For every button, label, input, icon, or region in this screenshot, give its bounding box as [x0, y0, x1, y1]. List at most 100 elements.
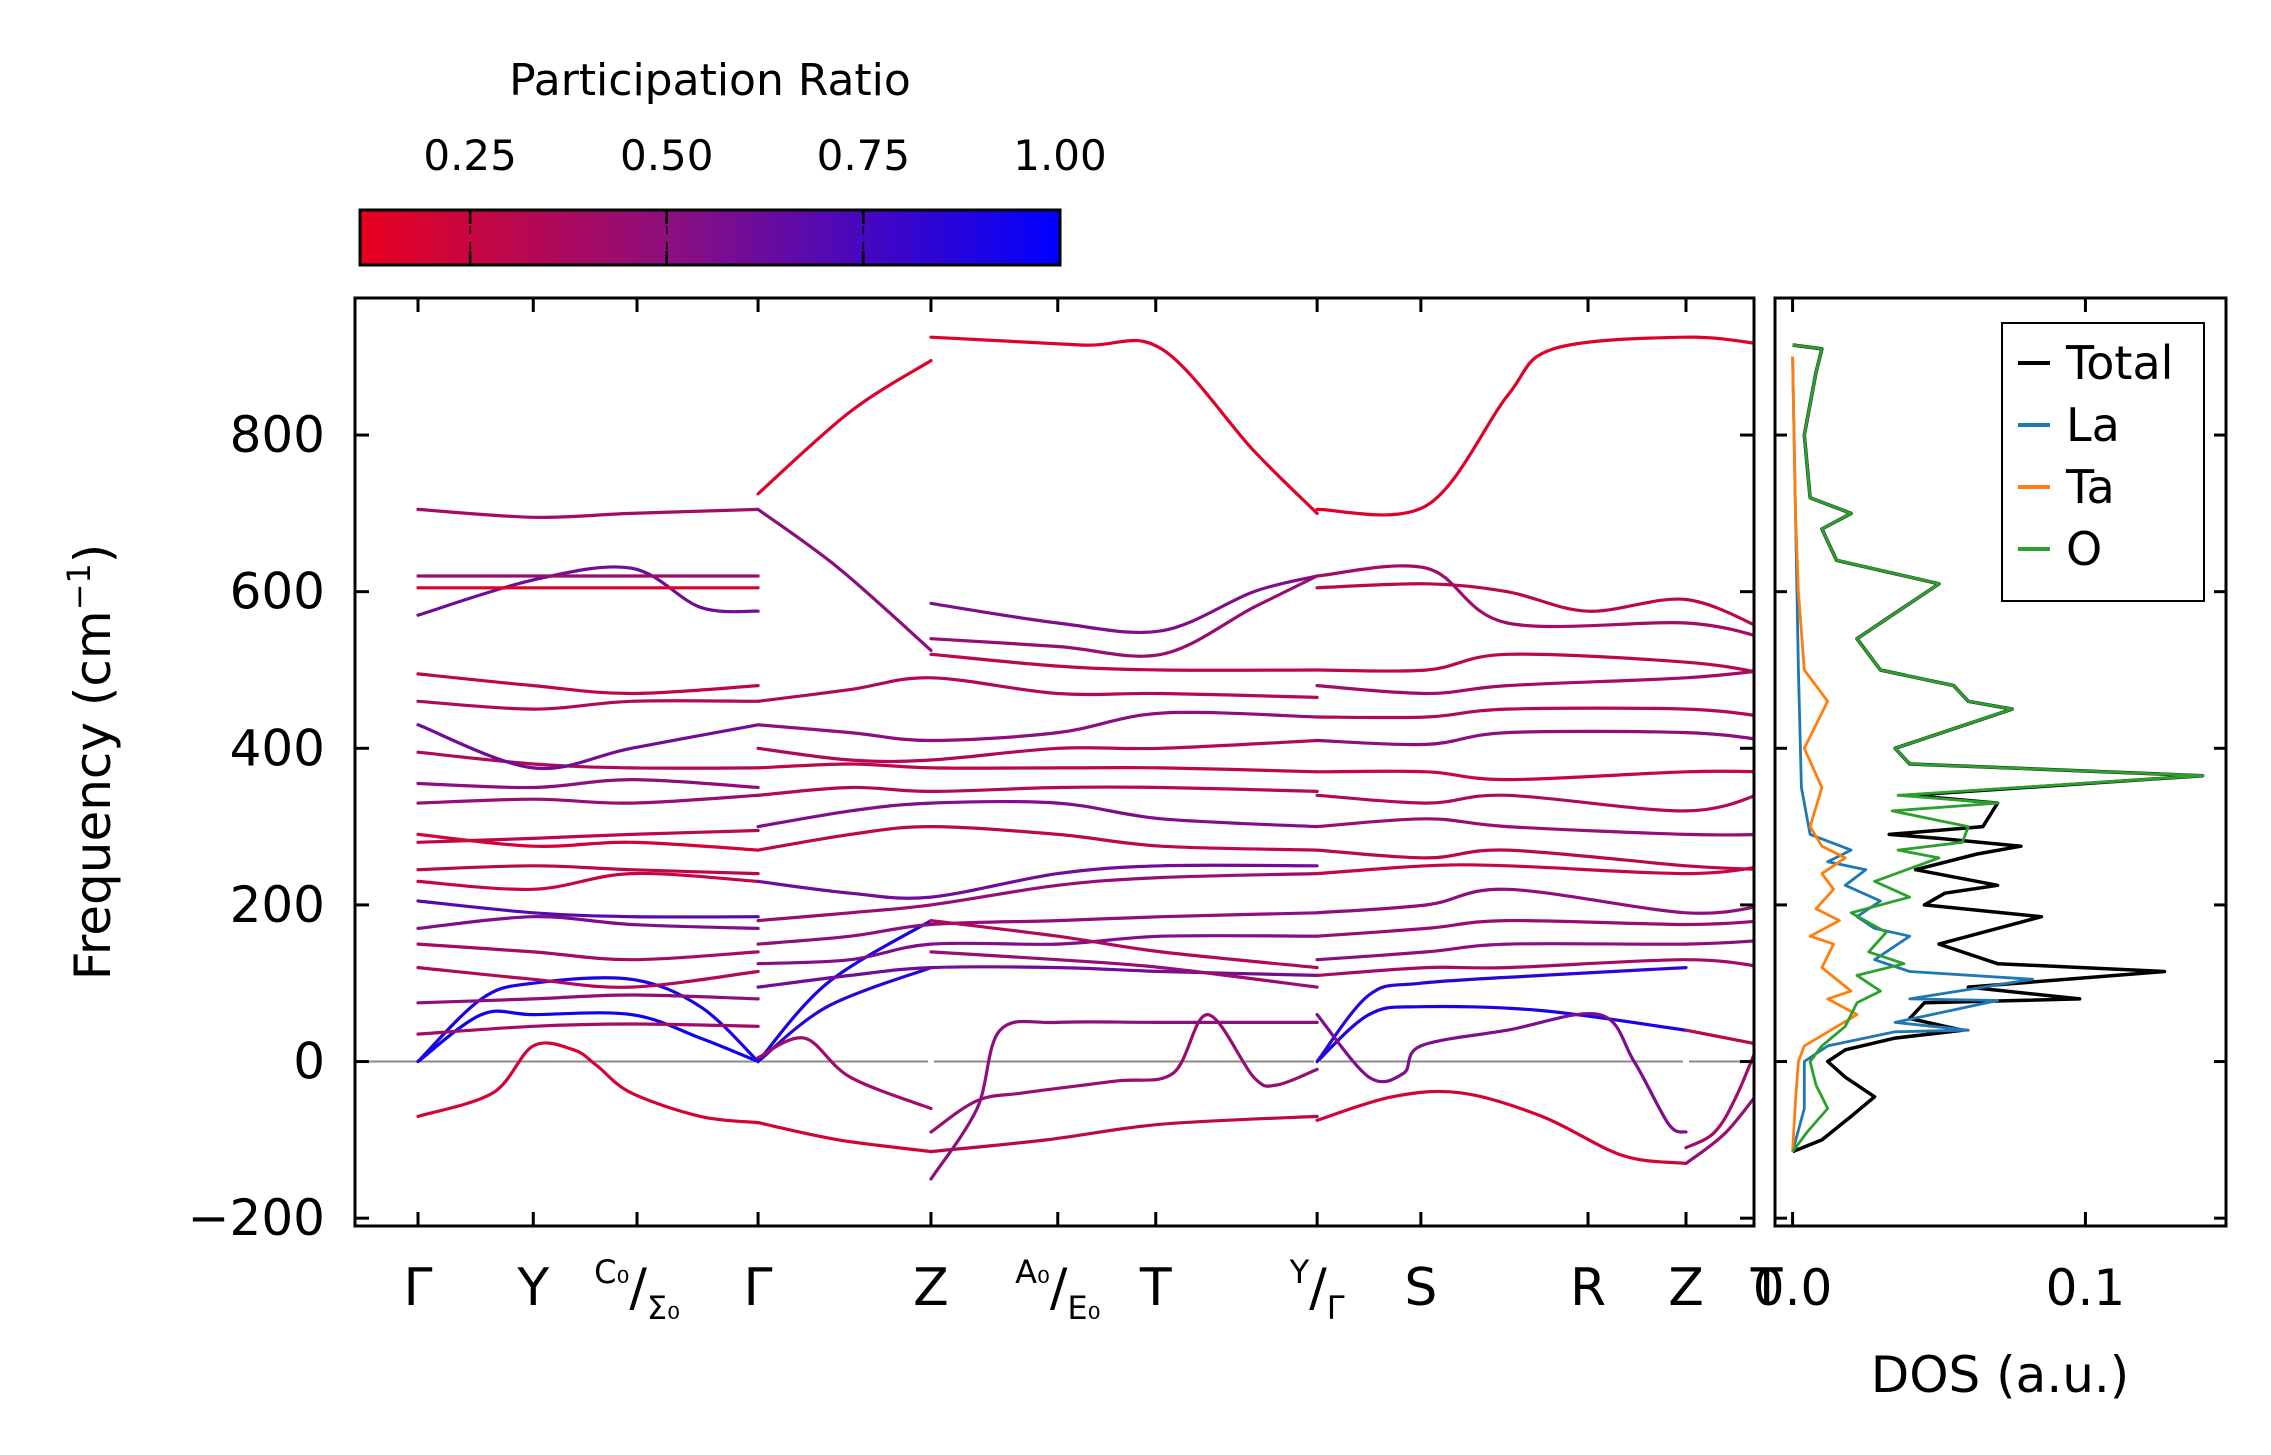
- phonon-band: [756, 799, 1319, 829]
- y-tick-label: 0: [293, 1033, 325, 1091]
- kpoint-label-slash: /: [629, 1258, 647, 1318]
- y-axis-label: Frequency (cm−1): [60, 544, 122, 981]
- phonon-band: [416, 1022, 760, 1036]
- phonon-band: [1315, 564, 1754, 638]
- phonon-band: [416, 1009, 760, 1064]
- colorbar-tick-label: 1.00: [1013, 131, 1107, 180]
- kpoint-label: T: [1750, 1258, 1783, 1318]
- phonon-band: [756, 710, 1319, 743]
- y-axis-label-main: Frequency (cm: [64, 610, 122, 980]
- phonon-band: [756, 507, 933, 652]
- phonon-band: [756, 676, 1319, 703]
- kpoint-label: Z: [1668, 1258, 1704, 1318]
- dos-axes: 0.0 0.1: [1753, 298, 2226, 1317]
- kpoint-label-sub: E₀: [1067, 1289, 1100, 1327]
- dispersion-frame: [353, 296, 1756, 1228]
- dos-series-la: [1791, 356, 2035, 1152]
- kpoint-label-sup: C₀: [594, 1253, 629, 1291]
- phonon-band: [929, 950, 1319, 989]
- phonon-band: [1315, 817, 1754, 837]
- kpoint-label: Y: [516, 1258, 549, 1318]
- phonon-band: [1684, 1095, 1754, 1165]
- phonon-band: [1684, 1050, 1754, 1150]
- phonon-band: [929, 574, 1319, 634]
- legend-label-la: La: [2066, 398, 2120, 452]
- phonon-band: [756, 911, 1319, 946]
- phonon-band: [756, 934, 1319, 966]
- y-tick-label: 800: [230, 406, 325, 464]
- phonon-band: [416, 915, 760, 930]
- colorbar-title: Participation Ratio: [509, 55, 911, 106]
- kpoint-label-sub: Σ₀: [647, 1289, 680, 1327]
- phonon-band: [929, 1114, 1319, 1154]
- phonon-band: [929, 1012, 1319, 1134]
- phonon-band: [416, 793, 760, 805]
- phonon-band: [416, 993, 760, 1005]
- kpoint-label: T: [1139, 1258, 1172, 1318]
- dos-series-ta: [1791, 356, 1859, 1152]
- kpoint-label-slash: /: [1050, 1258, 1068, 1318]
- colorbar: Participation Ratio 0.25 0.50 0.75 1.00: [358, 55, 1107, 267]
- dos-panel: 0.0 0.1 DOS (a.u.) Total La Ta O: [1753, 296, 2228, 1404]
- phonon-band: [1315, 582, 1754, 627]
- phonon-band: [756, 785, 1319, 797]
- kpoint-label: R: [1570, 1258, 1606, 1318]
- phonon-band: [756, 1036, 933, 1111]
- phonon-band: [1315, 652, 1754, 674]
- legend-box: [2001, 322, 2205, 602]
- colorbar-tick-label: 0.75: [817, 131, 911, 180]
- phonon-band: [1315, 887, 1754, 915]
- kpoint-label-sup: A₀: [1015, 1253, 1050, 1291]
- phonon-band: [416, 899, 760, 919]
- dos-lines: [1791, 343, 2205, 1154]
- phonon-band: [1315, 769, 1754, 782]
- phonon-band: [1315, 966, 1688, 1064]
- phonon-band: [1315, 1089, 1688, 1165]
- phonon-band: [756, 738, 1319, 764]
- y-tick-label: 200: [230, 876, 325, 934]
- phonon-band: [1315, 863, 1754, 876]
- phonon-band: [1315, 335, 1754, 517]
- phonon-band: [416, 976, 760, 1064]
- kpoint-label-sub: Γ: [1327, 1289, 1345, 1327]
- y-tick-label: 600: [230, 563, 325, 621]
- phonon-band: [416, 507, 760, 519]
- dos-legend: Total La Ta O: [2001, 322, 2205, 602]
- phonon-band: [929, 652, 1319, 672]
- phonon-band: [929, 574, 1319, 658]
- y-tick-label: 400: [230, 719, 325, 777]
- phonon-band: [416, 966, 760, 989]
- y-tick-label: −200: [188, 1189, 325, 1247]
- phonon-band: [1315, 729, 1754, 747]
- phonon-band: [756, 966, 933, 1064]
- legend-label-o: O: [2066, 522, 2102, 576]
- colorbar-tick-label: 0.50: [620, 131, 714, 180]
- dos-x-tick-label: 0.1: [2046, 1259, 2126, 1317]
- kpoint-label: S: [1404, 1258, 1437, 1318]
- kpoint-label: Z: [913, 1258, 949, 1318]
- phonon-band: [1315, 669, 1754, 696]
- phonon-band: [416, 832, 760, 852]
- kpoint-label: Γ: [404, 1258, 433, 1318]
- colorbar-tick-label: 0.25: [423, 131, 517, 180]
- phonon-band: [416, 778, 760, 790]
- kpoint-label-compound: Y/Γ: [1289, 1253, 1345, 1327]
- kpoint-label-compound: A₀/E₀: [1015, 1253, 1100, 1327]
- kpoint-label: Γ: [744, 1258, 773, 1318]
- phonon-band: [416, 565, 760, 617]
- phonon-band: [416, 750, 760, 770]
- legend-label-ta: Ta: [2065, 460, 2115, 514]
- phonon-band: [929, 335, 1319, 515]
- phonon-band: [416, 672, 760, 696]
- phonon-band: [929, 1019, 1319, 1181]
- phonon-band: [1315, 848, 1754, 871]
- phonon-band: [1315, 918, 1754, 938]
- colorbar-gradient: [358, 208, 1062, 267]
- phonon-band: [1315, 939, 1754, 962]
- y-axis-label-close: ): [64, 544, 122, 564]
- band-lines: [355, 298, 1754, 1226]
- y-axis-label-sup: −1: [60, 563, 98, 610]
